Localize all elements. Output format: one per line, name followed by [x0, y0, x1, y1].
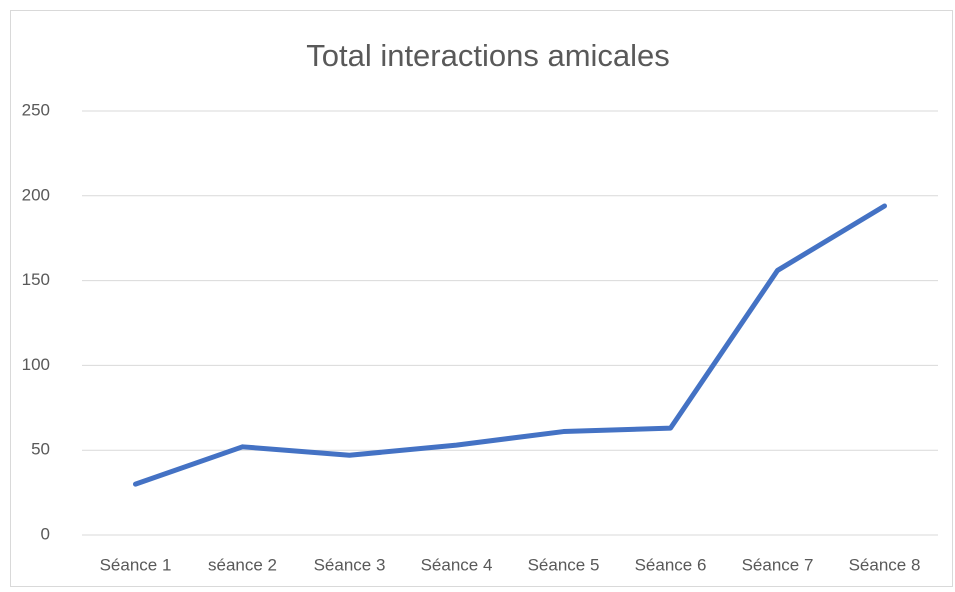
- y-tick-label: 150: [22, 270, 50, 289]
- chart-border: [10, 10, 953, 587]
- x-tick-label: Séance 8: [849, 555, 921, 574]
- y-tick-label: 100: [22, 355, 50, 374]
- x-tick-label: séance 2: [208, 555, 277, 574]
- x-tick-label: Séance 4: [421, 555, 493, 574]
- x-tick-label: Séance 1: [100, 555, 172, 574]
- y-tick-label: 0: [41, 524, 50, 543]
- x-tick-label: Séance 5: [528, 555, 600, 574]
- y-tick-label: 50: [31, 440, 50, 459]
- y-tick-label: 250: [22, 100, 50, 119]
- chart-title: Total interactions amicales: [306, 38, 670, 73]
- series-line: [133, 203, 887, 487]
- x-tick-label: Séance 6: [635, 555, 707, 574]
- x-tick-label: Séance 3: [314, 555, 386, 574]
- x-tick-label: Séance 7: [742, 555, 814, 574]
- y-tick-label: 200: [22, 185, 50, 204]
